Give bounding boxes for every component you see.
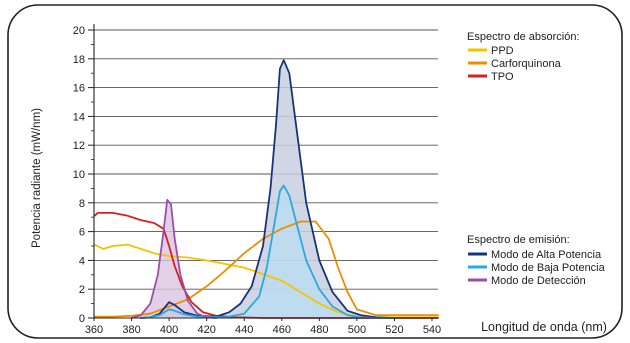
x-tick-label: 540 (423, 324, 441, 336)
y-tick-label: 14 (73, 111, 85, 123)
series-area (140, 185, 395, 318)
y-tick-label: 0 (79, 313, 85, 325)
legend-absorption-title: Espectro de absorción: (467, 31, 580, 43)
x-tick-label: 400 (160, 324, 178, 336)
x-tick-label: 500 (348, 324, 366, 336)
x-tick-label: 420 (197, 324, 215, 336)
y-tick-label: 2 (79, 284, 85, 296)
y-tick-label: 20 (73, 25, 85, 37)
legend-label: Modo de Alta Potencia (491, 249, 602, 261)
y-tick-label: 8 (79, 198, 85, 210)
legend-label: TPO (491, 71, 514, 83)
y-tick-label: 6 (79, 227, 85, 239)
legend-label: Carforquinona (491, 58, 562, 70)
y-tick-label: 12 (73, 140, 85, 152)
legend-label: Modo de Detección (491, 275, 586, 287)
y-tick-label: 10 (73, 169, 85, 181)
x-tick-label: 380 (122, 324, 140, 336)
x-tick-label: 460 (273, 324, 291, 336)
y-tick-label: 16 (73, 83, 85, 95)
legend-absorption: Espectro de absorción: PPDCarforquinonaT… (467, 31, 580, 83)
legend-label: Modo de Baja Potencia (491, 262, 606, 274)
series-area (131, 199, 217, 318)
y-tick-label: 18 (73, 54, 85, 66)
legend-emission-title: Espectro de emisión: (467, 234, 570, 246)
legend-emission: Espectro de emisión: Modo de Alta Potenc… (467, 234, 606, 287)
x-tick-label: 480 (310, 324, 328, 336)
series-line (140, 184, 396, 319)
series-line (130, 199, 217, 319)
x-axis-label: Longitud de onda (nm) (481, 320, 607, 334)
x-tick-label: 360 (85, 324, 103, 336)
x-tick-label: 440 (235, 324, 253, 336)
series-line (93, 220, 439, 318)
series-line (140, 59, 396, 319)
series-lines (93, 59, 439, 319)
y-axis-label: Potencia radiante (mW/nm) (31, 108, 43, 248)
x-tick-label: 520 (385, 324, 403, 336)
axes: 0 2 4 6 8 10 12 14 16 18 20 360 380 400 420 440 460 480 50… (73, 24, 441, 336)
legend-label: PPD (491, 45, 514, 57)
y-tick-label: 4 (79, 255, 85, 267)
